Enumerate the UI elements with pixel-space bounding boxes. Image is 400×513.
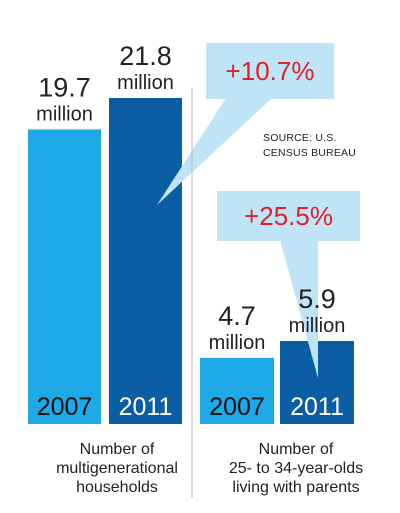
bar-2007-chart1 [28, 129, 101, 424]
callout-layer [157, 43, 360, 378]
change-label-chart1: +10.7% [226, 56, 315, 86]
caption-line-1-chart2: Number of [259, 441, 334, 458]
caption-line-1-chart1: Number of [80, 441, 155, 458]
unit-label-2007-chart1: million [36, 103, 93, 125]
unit-label-2011-chart2: million [289, 315, 346, 337]
source-line-1: SOURCE: U.S. [263, 132, 337, 144]
value-label-2007-chart2: 4.7 [218, 301, 256, 331]
year-label-2011-chart2: 2011 [290, 393, 344, 421]
callout-pointer-chart2 [280, 240, 318, 378]
callout-pointer-chart1 [157, 98, 272, 205]
callout-box-chart1 [206, 43, 334, 99]
caption-line-2-chart2: 25- to 34-year-olds [229, 460, 363, 477]
caption-line-3-chart1: households [76, 479, 158, 496]
source-line-2: CENSUS BUREAU [263, 147, 356, 159]
callout-box-chart2 [217, 191, 360, 241]
year-label-2007-chart2: 2007 [209, 393, 265, 421]
caption-line-3-chart2: living with parents [232, 479, 359, 496]
value-label-2011-chart2: 5.9 [298, 284, 336, 314]
year-label-2011-chart1: 2011 [119, 393, 173, 421]
unit-label-2011-chart1: million [117, 72, 174, 94]
caption-line-2-chart1: multigenerational [56, 460, 178, 477]
bar-2011-chart1 [109, 98, 182, 424]
year-label-2007-chart1: 2007 [37, 393, 93, 421]
change-label-chart2: +25.5% [244, 201, 333, 231]
value-label-2011-chart1: 21.8 [119, 41, 172, 71]
value-label-2007-chart1: 19.7 [38, 72, 91, 102]
bar-2007-chart2 [200, 357, 274, 424]
unit-label-2007-chart2: million [209, 332, 266, 354]
